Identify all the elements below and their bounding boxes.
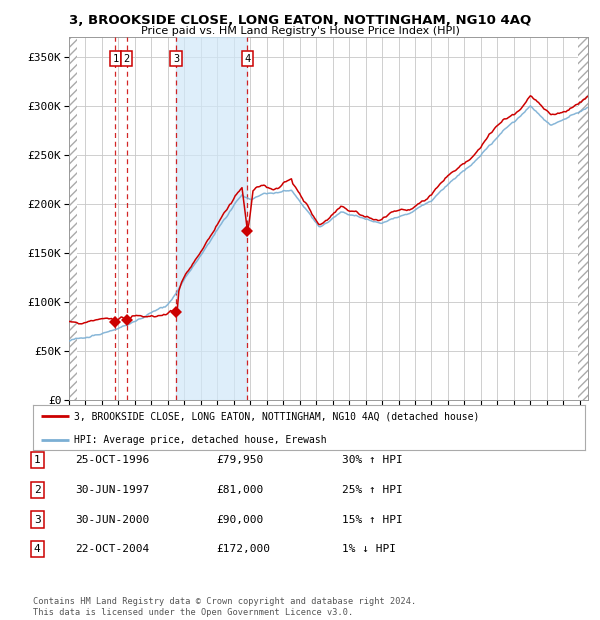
Text: 3, BROOKSIDE CLOSE, LONG EATON, NOTTINGHAM, NG10 4AQ: 3, BROOKSIDE CLOSE, LONG EATON, NOTTINGH… (69, 14, 531, 27)
Text: 3: 3 (173, 54, 179, 64)
Text: 15% ↑ HPI: 15% ↑ HPI (342, 515, 403, 525)
Text: 2: 2 (124, 54, 130, 64)
Text: 25-OCT-1996: 25-OCT-1996 (75, 455, 149, 465)
Text: £172,000: £172,000 (216, 544, 270, 554)
Text: Contains HM Land Registry data © Crown copyright and database right 2024.
This d: Contains HM Land Registry data © Crown c… (33, 598, 416, 617)
Text: £90,000: £90,000 (216, 515, 263, 525)
Text: 2: 2 (34, 485, 41, 495)
Text: HPI: Average price, detached house, Erewash: HPI: Average price, detached house, Erew… (74, 435, 327, 445)
Text: 1: 1 (34, 455, 41, 465)
Bar (176, 37, 247, 400)
Text: 25% ↑ HPI: 25% ↑ HPI (342, 485, 403, 495)
Text: 30-JUN-1997: 30-JUN-1997 (75, 485, 149, 495)
Text: 4: 4 (244, 54, 250, 64)
Text: 3: 3 (34, 515, 41, 525)
Text: 1% ↓ HPI: 1% ↓ HPI (342, 544, 396, 554)
Text: 22-OCT-2004: 22-OCT-2004 (75, 544, 149, 554)
Text: £81,000: £81,000 (216, 485, 263, 495)
Text: £79,950: £79,950 (216, 455, 263, 465)
Bar (578, 37, 588, 400)
Bar (69, 37, 77, 400)
Text: 4: 4 (34, 544, 41, 554)
Text: 30-JUN-2000: 30-JUN-2000 (75, 515, 149, 525)
Text: 3, BROOKSIDE CLOSE, LONG EATON, NOTTINGHAM, NG10 4AQ (detached house): 3, BROOKSIDE CLOSE, LONG EATON, NOTTINGH… (74, 411, 480, 421)
Text: 30% ↑ HPI: 30% ↑ HPI (342, 455, 403, 465)
Text: 1: 1 (112, 54, 119, 64)
Text: Price paid vs. HM Land Registry's House Price Index (HPI): Price paid vs. HM Land Registry's House … (140, 26, 460, 36)
